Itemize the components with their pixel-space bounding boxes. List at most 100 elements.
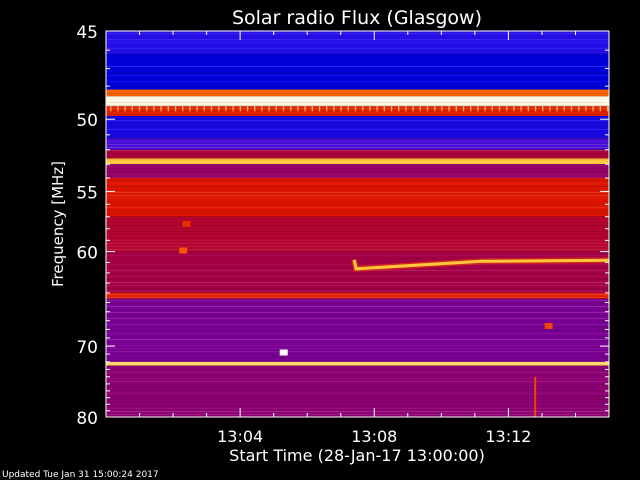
radio-spot — [544, 323, 553, 329]
interference-tick — [556, 106, 558, 112]
interference-tick — [369, 106, 371, 112]
noise-striation — [106, 219, 609, 220]
noise-striation — [106, 165, 609, 166]
interference-tick — [131, 106, 133, 112]
y-tick-label: 45 — [76, 23, 98, 43]
noise-striation — [106, 234, 609, 235]
noise-striation — [106, 279, 609, 280]
noise-striation — [106, 141, 609, 142]
noise-striation — [106, 162, 609, 163]
interference-tick — [333, 106, 335, 112]
interference-tick — [218, 106, 220, 112]
noise-striation — [106, 345, 609, 346]
interference-tick — [606, 106, 609, 112]
noise-striation — [106, 300, 609, 301]
y-tick-label: 50 — [76, 111, 98, 131]
spectrogram-plot — [105, 30, 610, 418]
noise-striation — [106, 201, 609, 202]
interference-tick — [434, 106, 436, 112]
interference-tick — [448, 106, 450, 112]
noise-striation — [106, 186, 609, 187]
interference-tick — [578, 106, 580, 112]
interference-tick — [534, 106, 537, 112]
interference-tick — [390, 106, 393, 112]
interference-tick — [426, 106, 429, 112]
interference-tick — [146, 106, 148, 112]
noise-striation — [106, 348, 609, 349]
noise-striation — [106, 93, 609, 94]
noise-striation — [106, 303, 609, 304]
interference-tick — [275, 106, 277, 112]
noise-striation — [106, 114, 609, 115]
noise-striation — [106, 375, 609, 376]
noise-striation — [106, 342, 609, 343]
noise-striation — [106, 156, 609, 157]
noise-striation — [106, 390, 609, 391]
noise-striation — [106, 57, 609, 58]
noise-striation — [106, 324, 609, 325]
noise-striation — [106, 60, 609, 61]
noise-striation — [106, 366, 609, 367]
interference-tick — [599, 106, 601, 112]
y-axis-label: Frequency [MHz] — [49, 161, 67, 287]
x-tick-label: 13:04 — [217, 427, 263, 446]
noise-striation — [106, 213, 609, 214]
noise-striation — [106, 48, 609, 49]
interference-tick — [513, 106, 515, 112]
noise-striation — [106, 135, 609, 136]
interference-tick — [592, 106, 594, 112]
noise-striation — [106, 369, 609, 370]
frequency-band — [106, 365, 609, 417]
noise-striation — [106, 189, 609, 190]
interference-tick — [347, 106, 349, 112]
interference-tick — [138, 106, 141, 112]
interference-tick — [470, 106, 472, 112]
noise-striation — [106, 108, 609, 109]
noise-striation — [106, 363, 609, 364]
frequency-band — [106, 137, 609, 150]
noise-striation — [106, 228, 609, 229]
noise-striation — [106, 249, 609, 250]
noise-striation — [106, 102, 609, 103]
interference-tick — [117, 106, 119, 112]
radio-spot — [179, 247, 188, 254]
noise-striation — [106, 237, 609, 238]
interference-tick — [124, 106, 126, 112]
noise-striation — [106, 111, 609, 112]
noise-striation — [106, 399, 609, 400]
interference-tick — [160, 106, 162, 112]
noise-striation — [106, 222, 609, 223]
noise-striation — [106, 33, 609, 34]
noise-striation — [106, 393, 609, 394]
noise-striation — [106, 69, 609, 70]
noise-striation — [106, 372, 609, 373]
noise-striation — [106, 198, 609, 199]
noise-striation — [106, 321, 609, 322]
noise-striation — [106, 204, 609, 205]
y-axis: 45 50 55 60 70 80 — [76, 23, 609, 429]
noise-striation — [106, 42, 609, 43]
noise-striation — [106, 357, 609, 358]
noise-striation — [106, 66, 609, 67]
interference-tick — [174, 106, 177, 112]
noise-striation — [106, 126, 609, 127]
noise-striation — [106, 381, 609, 382]
interference-tick — [542, 106, 544, 112]
y-tick-label: 55 — [76, 183, 98, 203]
interference-tick — [376, 106, 378, 112]
noise-striation — [106, 180, 609, 181]
radio-spot — [182, 221, 191, 227]
interference-tick — [268, 106, 270, 112]
radio-spot — [279, 349, 288, 356]
interference-tick — [282, 106, 285, 112]
noise-striation — [106, 411, 609, 412]
noise-striation — [106, 282, 609, 283]
noise-striation — [106, 243, 609, 244]
frequency-band — [106, 31, 609, 54]
noise-striation — [106, 99, 609, 100]
noise-striation — [106, 129, 609, 130]
noise-striation — [106, 168, 609, 169]
interference-tick — [225, 106, 227, 112]
noise-striation — [106, 294, 609, 295]
